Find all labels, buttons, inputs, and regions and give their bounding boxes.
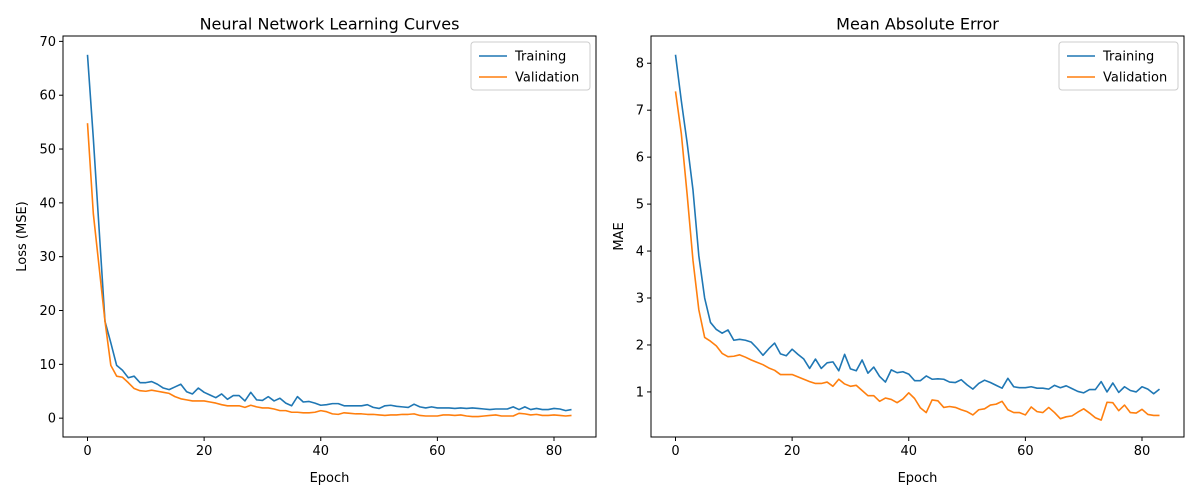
loss-y-tick-label: 30 bbox=[39, 250, 56, 265]
loss-x-tick-label: 40 bbox=[312, 444, 329, 459]
loss-x-tick-label: 0 bbox=[83, 444, 91, 459]
mae-y-tick-label: 8 bbox=[636, 57, 644, 72]
loss-series-validation-line bbox=[86, 123, 572, 418]
loss-legend-label-validation: Validation bbox=[515, 71, 579, 86]
loss-x-tick-label: 20 bbox=[196, 444, 213, 459]
mae-x-tick-label: 0 bbox=[671, 444, 679, 459]
mae-chart-ylabel: MAE bbox=[612, 222, 627, 250]
mae-y-tick-label: 7 bbox=[636, 104, 644, 119]
loss-series-training-line bbox=[86, 54, 572, 412]
mae-chart-title: Mean Absolute Error bbox=[836, 15, 999, 34]
mae-x-tick-label: 80 bbox=[1134, 444, 1151, 459]
mae-x-tick-label: 20 bbox=[784, 444, 801, 459]
mae-legend-label-training: Training bbox=[1102, 50, 1154, 65]
loss-legend: Training Validation bbox=[470, 41, 591, 91]
loss-y-tick-label: 40 bbox=[39, 196, 56, 211]
loss-y-tick-label: 50 bbox=[39, 143, 56, 158]
mae-chart-xlabel: Epoch bbox=[898, 471, 938, 486]
mae-x-tick-label: 60 bbox=[1017, 444, 1034, 459]
mae-y-tick-label: 4 bbox=[636, 245, 644, 260]
loss-chart-panel: Neural Network Learning Curves Epoch Los… bbox=[15, 15, 597, 486]
mae-plot-frame bbox=[650, 35, 1185, 438]
loss-chart-title: Neural Network Learning Curves bbox=[200, 15, 460, 34]
loss-y-tick-label: 20 bbox=[39, 304, 56, 319]
mae-y-tick-label: 1 bbox=[636, 385, 644, 400]
mae-y-tick-label: 5 bbox=[636, 198, 644, 213]
mae-legend-label-validation: Validation bbox=[1103, 71, 1167, 86]
loss-y-tick-label: 60 bbox=[39, 89, 56, 104]
mae-chart-panel: Mean Absolute Error Epoch MAE 0 20 40 60 80 1… bbox=[612, 15, 1185, 486]
mae-series-training-line bbox=[674, 54, 1161, 395]
mae-series-validation-line bbox=[674, 91, 1160, 421]
loss-y-tick-label: 0 bbox=[48, 412, 56, 427]
mae-y-tick-label: 6 bbox=[636, 151, 644, 166]
loss-y-tick-label: 10 bbox=[39, 358, 56, 373]
mae-x-tick-label: 40 bbox=[900, 444, 917, 459]
loss-legend-label-training: Training bbox=[514, 50, 566, 65]
loss-chart-xlabel: Epoch bbox=[310, 471, 350, 486]
mae-legend-box bbox=[1058, 41, 1179, 91]
mae-y-tick-label: 3 bbox=[636, 292, 644, 307]
loss-x-tick-label: 60 bbox=[429, 444, 446, 459]
loss-legend-box bbox=[470, 41, 591, 91]
loss-x-tick-label: 80 bbox=[546, 444, 563, 459]
loss-y-tick-label: 70 bbox=[39, 35, 56, 50]
loss-chart-ylabel: Loss (MSE) bbox=[15, 201, 30, 271]
loss-plot-frame bbox=[62, 35, 597, 438]
mae-y-tick-label: 2 bbox=[636, 338, 644, 353]
mae-legend: Training Validation bbox=[1058, 41, 1179, 91]
